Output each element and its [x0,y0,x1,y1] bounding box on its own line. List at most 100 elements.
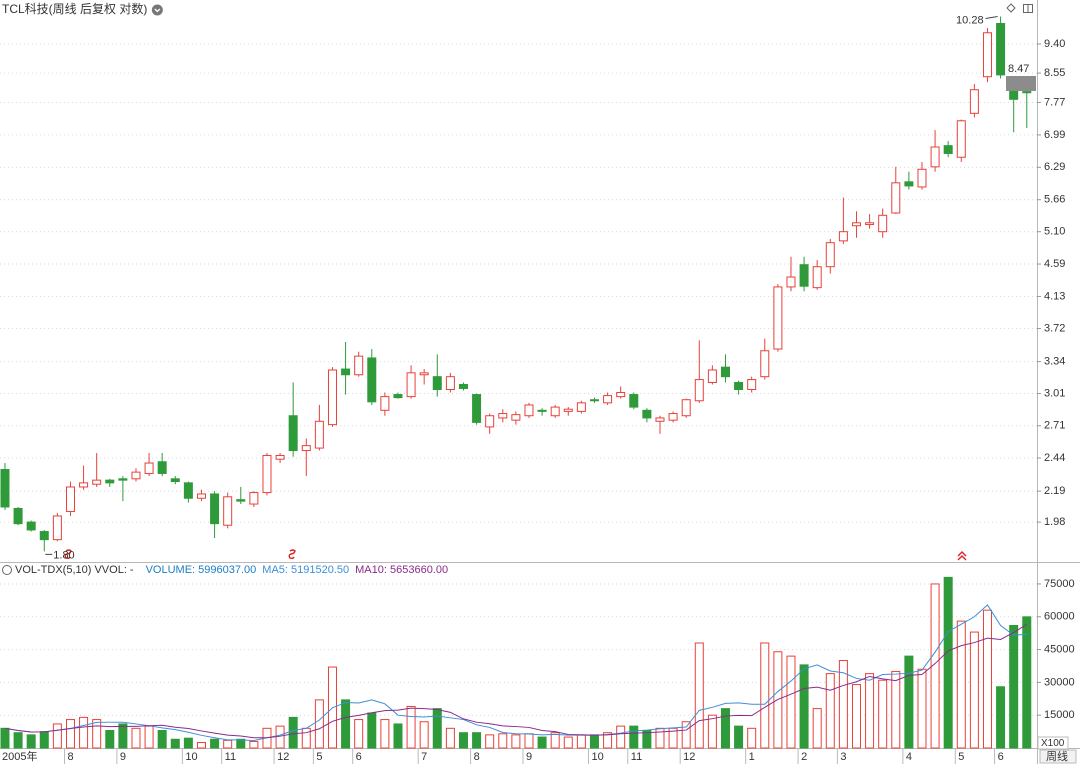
volume-bar [26,734,36,749]
x-tick-label: 2 [801,751,807,763]
candle-body [183,482,193,499]
y-tick-label: 15000 [1044,709,1075,721]
candle-body [720,366,730,378]
volume-bar [576,734,586,749]
volume-bar [458,732,468,749]
candle-body [485,415,495,428]
y-tick-label: 8.55 [1044,67,1065,79]
volume-bar [930,583,940,749]
volume-bar [917,668,927,749]
candle-body [603,395,613,404]
candle-body [92,479,102,485]
y-tick-label: 3.72 [1044,322,1065,334]
candle-body [668,413,678,421]
volume-bar [236,738,246,749]
volume-bar [79,716,89,749]
candle-body [707,369,717,384]
volume-bar [131,727,141,749]
x-tick-label: 12 [277,751,289,763]
low-annotation: 1.80 [53,549,74,561]
candle-body [458,383,468,389]
y-tick-label: 5.66 [1044,194,1065,206]
legend-entry: MA5: 5191520.50 [262,564,349,576]
candle-body [589,399,599,402]
volume-bar [183,737,193,749]
volume-readout: VOLUME: 5996037.00 [146,564,257,576]
y-tick-label: 30000 [1044,676,1075,688]
volume-bar [681,721,691,749]
y-tick-label: 75000 [1044,578,1075,590]
x-tick-label: 12 [683,751,695,763]
candle-body [982,32,992,78]
volume-bar [170,738,180,749]
x-tick-label: 5 [316,751,322,763]
candle-body [354,355,364,376]
candle-body [131,471,141,480]
candle-body [799,264,809,287]
volume-bar [223,739,233,749]
unit-box [1037,736,1069,750]
indicator-icon[interactable] [2,565,12,575]
volume-bar [550,732,560,749]
candle-body [878,214,888,233]
y-tick-label: 3.01 [1044,387,1065,399]
candle-body [550,406,560,417]
y-tick-label: 45000 [1044,643,1075,655]
diamond-icon[interactable] [1006,3,1016,13]
volume-bar [707,714,717,749]
candle-body [118,478,128,481]
candle-body [236,499,246,502]
volume-bar [419,721,429,749]
volume-bar [406,705,416,749]
x-tick-label: 9 [526,751,532,763]
candle-body [65,486,75,512]
candle-body [576,402,586,412]
candle-body [223,496,233,526]
y-tick-label: 3.34 [1044,356,1065,368]
volume-bar [393,723,403,749]
volume-bar [92,719,102,749]
volume-bar [157,730,167,749]
volume-bar [1009,625,1019,749]
x-tick-label: 6 [998,751,1004,763]
x-tick-label: 11 [225,751,236,763]
volume-bar [524,733,534,749]
volume-bar [196,742,206,749]
options-icon-chevron[interactable] [154,8,161,13]
y-tick-label: 1.98 [1044,516,1065,528]
volume-bar [865,673,875,749]
volume-bar [105,730,115,749]
candle-body [406,372,416,398]
candle-body [851,222,861,227]
y-tick-label: 2.19 [1044,485,1065,497]
candle-body [393,394,403,399]
options-icon-circle[interactable] [151,4,163,16]
legend-entry: MA10: 5653660.00 [355,564,448,576]
volume-bar [314,699,324,749]
volume-bar [498,733,508,749]
unit-label: X100 [1041,738,1065,749]
volume-bar [288,716,298,749]
volume-bar [144,725,154,749]
high-annotation: 10.28 [956,14,984,26]
x-tick-label: 11 [631,751,642,763]
candle-body [904,181,914,187]
candle-body [812,266,822,289]
volume-bar [367,712,377,749]
candle-body [642,409,652,419]
x-tick-label: 4 [906,751,912,763]
volume-bar [432,708,442,749]
y-tick-label: 2.71 [1044,420,1065,432]
candle-body [629,394,639,408]
candle-body [26,521,36,531]
candle-body [105,479,115,484]
candle-body [314,420,324,449]
period-box[interactable] [1039,749,1077,764]
volume-bar [249,740,259,749]
x-tick-label: 7 [421,751,427,763]
volume-bar [1022,616,1032,749]
candle-body [288,415,298,452]
options-icon[interactable] [151,4,163,16]
